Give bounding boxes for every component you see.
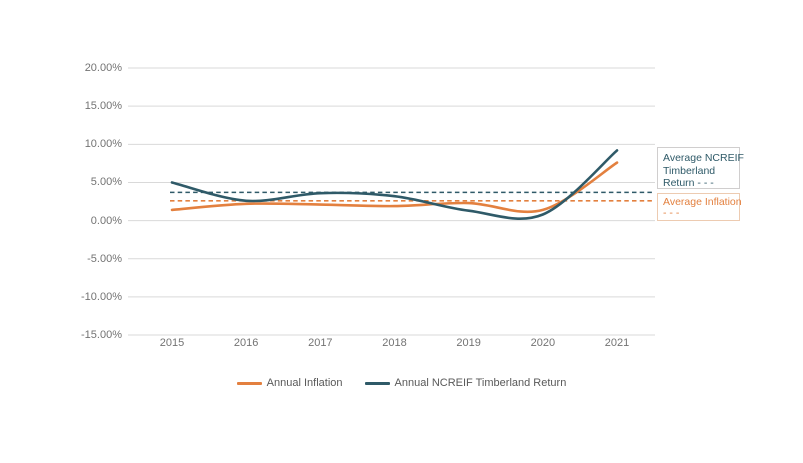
legend-item-annual-inflation: Annual Inflation [236,377,343,389]
y-axis-tick: -10.00% [81,290,122,303]
x-axis-label: 2016 [233,337,259,349]
x-axis-label: 2021 [604,337,630,349]
y-axis-tick: 15.00% [84,100,122,113]
x-axis-label: 2020 [530,337,556,349]
annotation-text-line: Timberland [663,164,716,177]
y-axis-tick: -5.00% [87,252,122,265]
ncreif-line-icon [364,381,390,385]
annotation-text-line: - - - [663,207,680,219]
legend-label-annual-ncreif-timberland-return: Annual NCREIF Timberland Return [394,377,567,389]
x-axis-label: 2018 [382,337,407,349]
x-axis-label: 2015 [159,337,185,349]
inflation-line-icon [236,381,262,385]
x-axis-label: 2017 [308,337,333,349]
y-axis-tick: 20.00% [84,62,122,75]
y-axis-tick: 10.00% [84,138,122,151]
annotation-text-line: Return - - - [663,177,714,189]
y-axis-tick: 5.00% [90,176,122,189]
annotation-average-inflation: Average Inflation - - - [657,193,742,221]
annotation-text-line: Average NCREIF [663,152,744,164]
legend-label-annual-inflation: Annual Inflation [266,377,343,389]
legend-item-annual-ncreif-timberland-return: Annual NCREIF Timberland Return [364,377,567,389]
x-axis-label: 2019 [456,337,481,349]
y-axis-tick: 0.00% [90,214,122,227]
annotation-text-line: Average Inflation [663,196,742,208]
y-axis-tick: -15.00% [81,329,122,342]
chart-legend: Annual Inflation Annual NCREIF Timberlan… [0,377,803,389]
annotation-average-ncreif-timberland-return: Average NCREIF Timberland Return - - - [657,147,744,189]
